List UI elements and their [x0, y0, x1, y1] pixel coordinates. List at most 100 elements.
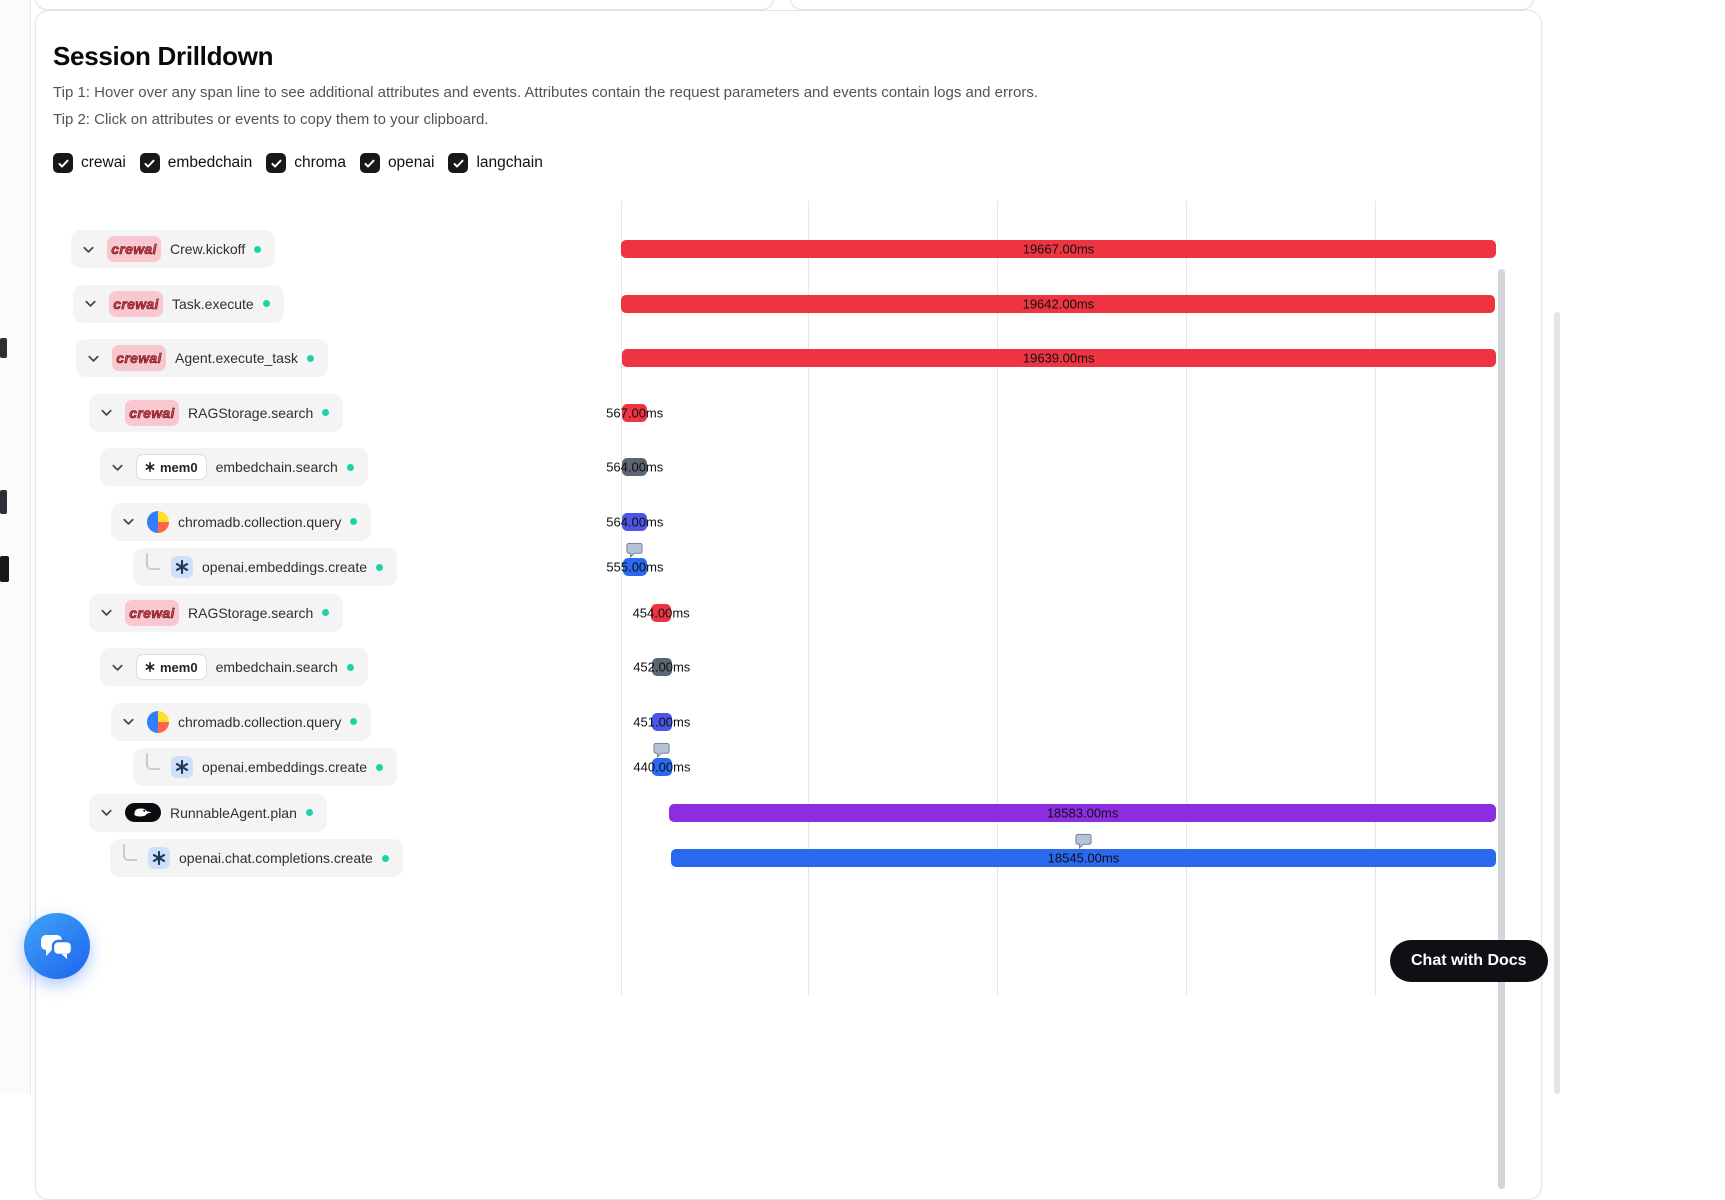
event-bubble-icon[interactable]: [626, 542, 643, 559]
event-bubble-icon[interactable]: [653, 742, 670, 759]
span-name: openai.embeddings.create: [202, 559, 368, 575]
checkbox-checked-icon[interactable]: [53, 153, 73, 173]
checkbox-checked-icon[interactable]: [139, 153, 160, 173]
span-name: RAGStorage.search: [188, 404, 314, 421]
filter-embedchain[interactable]: embedchain: [139, 153, 252, 173]
span-duration-label: 18583.00ms: [1046, 805, 1119, 820]
crewai-logo-text: crewai: [129, 604, 175, 621]
chart-gridline: [621, 201, 622, 995]
filter-label: chroma: [294, 154, 346, 171]
card-scrollbar-thumb[interactable]: [1498, 269, 1505, 1189]
span-name: openai.embeddings.create: [202, 759, 368, 775]
langchain-logo-icon: [125, 803, 161, 822]
span-row-pill[interactable]: chromadb.collection.query: [111, 502, 372, 541]
span-duration-label: 451.00ms: [633, 714, 691, 729]
span-bar[interactable]: [622, 403, 648, 422]
span-bar[interactable]: [651, 712, 672, 731]
span-duration-label: 555.00ms: [606, 559, 664, 575]
span-name: Crew.kickoff: [170, 241, 246, 257]
span-row-pill[interactable]: RunnableAgent.plan: [89, 793, 327, 832]
openai-logo-icon: [171, 556, 193, 578]
span-name: embedchain.search: [215, 659, 338, 675]
status-dot: [322, 409, 330, 416]
span-name: chromadb.collection.query: [178, 713, 342, 730]
expand-chevron-icon[interactable]: [107, 657, 127, 677]
crewai-logo-text: crewai: [111, 241, 157, 258]
span-bar[interactable]: [651, 603, 672, 622]
tree-elbow-connector: [123, 843, 137, 861]
span-row-pill[interactable]: mem0 embedchain.search: [100, 448, 368, 486]
status-dot: [376, 763, 384, 771]
crewai-logo-text: crewai: [116, 350, 162, 367]
crewai-logo-text: crewai: [129, 404, 175, 421]
filter-label: openai: [387, 154, 435, 171]
expand-chevron-icon[interactable]: [83, 348, 103, 368]
span-duration-label: 19639.00ms: [1022, 350, 1095, 366]
filter-row: crewai embedchain chroma openai langchai…: [53, 153, 543, 173]
expand-chevron-icon[interactable]: [96, 603, 116, 623]
span-bar[interactable]: [621, 294, 1496, 313]
expand-chevron-icon[interactable]: [80, 294, 100, 314]
expand-chevron-icon[interactable]: [96, 403, 116, 423]
cutoff-icon: [0, 338, 7, 358]
crewai-logo-badge: crewai: [109, 290, 163, 317]
page-scrollbar-thumb[interactable]: [1554, 312, 1560, 1094]
expand-chevron-icon[interactable]: [78, 239, 98, 259]
span-name: chromadb.collection.query: [178, 513, 342, 530]
chat-with-docs-button[interactable]: Chat with Docs: [1390, 940, 1548, 982]
span-bar[interactable]: [621, 240, 1496, 258]
expand-chevron-icon[interactable]: [96, 803, 116, 823]
span-bar[interactable]: [621, 349, 1496, 367]
chat-widget-button[interactable]: [24, 913, 90, 979]
status-dot: [346, 663, 354, 671]
checkbox-checked-icon[interactable]: [266, 153, 287, 173]
expand-chevron-icon[interactable]: [118, 512, 138, 532]
tree-elbow-connector: [146, 752, 160, 770]
span-bar[interactable]: [622, 558, 648, 576]
crewai-logo-text: crewai: [113, 295, 159, 312]
span-row-pill[interactable]: crewai Crew.kickoff: [71, 230, 276, 268]
span-row-pill[interactable]: openai.embeddings.create: [133, 748, 398, 786]
span-row-pill[interactable]: mem0 embedchain.search: [100, 648, 368, 686]
checkbox-checked-icon[interactable]: [448, 153, 469, 173]
span-duration-label: 454.00ms: [632, 605, 690, 620]
span-row-pill[interactable]: openai.chat.completions.create: [110, 839, 403, 877]
expand-chevron-icon[interactable]: [107, 457, 127, 477]
span-row-pill[interactable]: crewai RAGStorage.search: [89, 593, 344, 632]
span-row-pill[interactable]: crewai RAGStorage.search: [89, 393, 344, 432]
tip-1-text: Tip 1: Hover over any span line to see a…: [53, 84, 1039, 101]
span-name: Agent.execute_task: [175, 350, 298, 366]
checkbox-checked-icon[interactable]: [359, 153, 380, 173]
span-bar[interactable]: [670, 849, 1496, 867]
page-title: Session Drilldown: [53, 41, 274, 71]
trace-waterfall: crewai Crew.kickoff 19667.00ms crewai Task.e…: [36, 11, 1541, 1199]
span-row-pill[interactable]: crewai Agent.execute_task: [76, 339, 328, 377]
crewai-logo-badge: crewai: [125, 399, 179, 426]
filter-chroma[interactable]: chroma: [266, 153, 346, 173]
filter-label: crewai: [81, 154, 126, 171]
span-bar[interactable]: [651, 658, 672, 676]
span-bar[interactable]: [652, 758, 672, 776]
span-bar[interactable]: [669, 803, 1496, 822]
status-dot: [381, 854, 389, 862]
span-name: RAGStorage.search: [188, 604, 314, 621]
span-bar[interactable]: [622, 458, 648, 476]
chart-gridline: [1375, 201, 1376, 995]
span-bar[interactable]: [622, 512, 648, 531]
event-bubble-icon[interactable]: [1075, 833, 1092, 850]
span-row-pill[interactable]: crewai Task.execute: [73, 284, 284, 323]
expand-chevron-icon[interactable]: [118, 712, 138, 732]
filter-crewai[interactable]: crewai: [53, 153, 126, 173]
filter-openai[interactable]: openai: [359, 153, 435, 173]
span-row-pill[interactable]: openai.embeddings.create: [133, 548, 398, 586]
mem0-logo-badge: mem0: [136, 654, 207, 680]
status-dot: [322, 609, 330, 616]
status-dot: [254, 245, 262, 253]
top-panel-right: [790, 0, 1534, 10]
filter-langchain[interactable]: langchain: [448, 153, 543, 173]
span-row-pill[interactable]: chromadb.collection.query: [111, 702, 372, 741]
status-dot: [350, 518, 358, 525]
span-name: RunnableAgent.plan: [170, 804, 297, 821]
chart-gridline: [1186, 201, 1187, 995]
mem0-logo-text: mem0: [160, 459, 198, 475]
